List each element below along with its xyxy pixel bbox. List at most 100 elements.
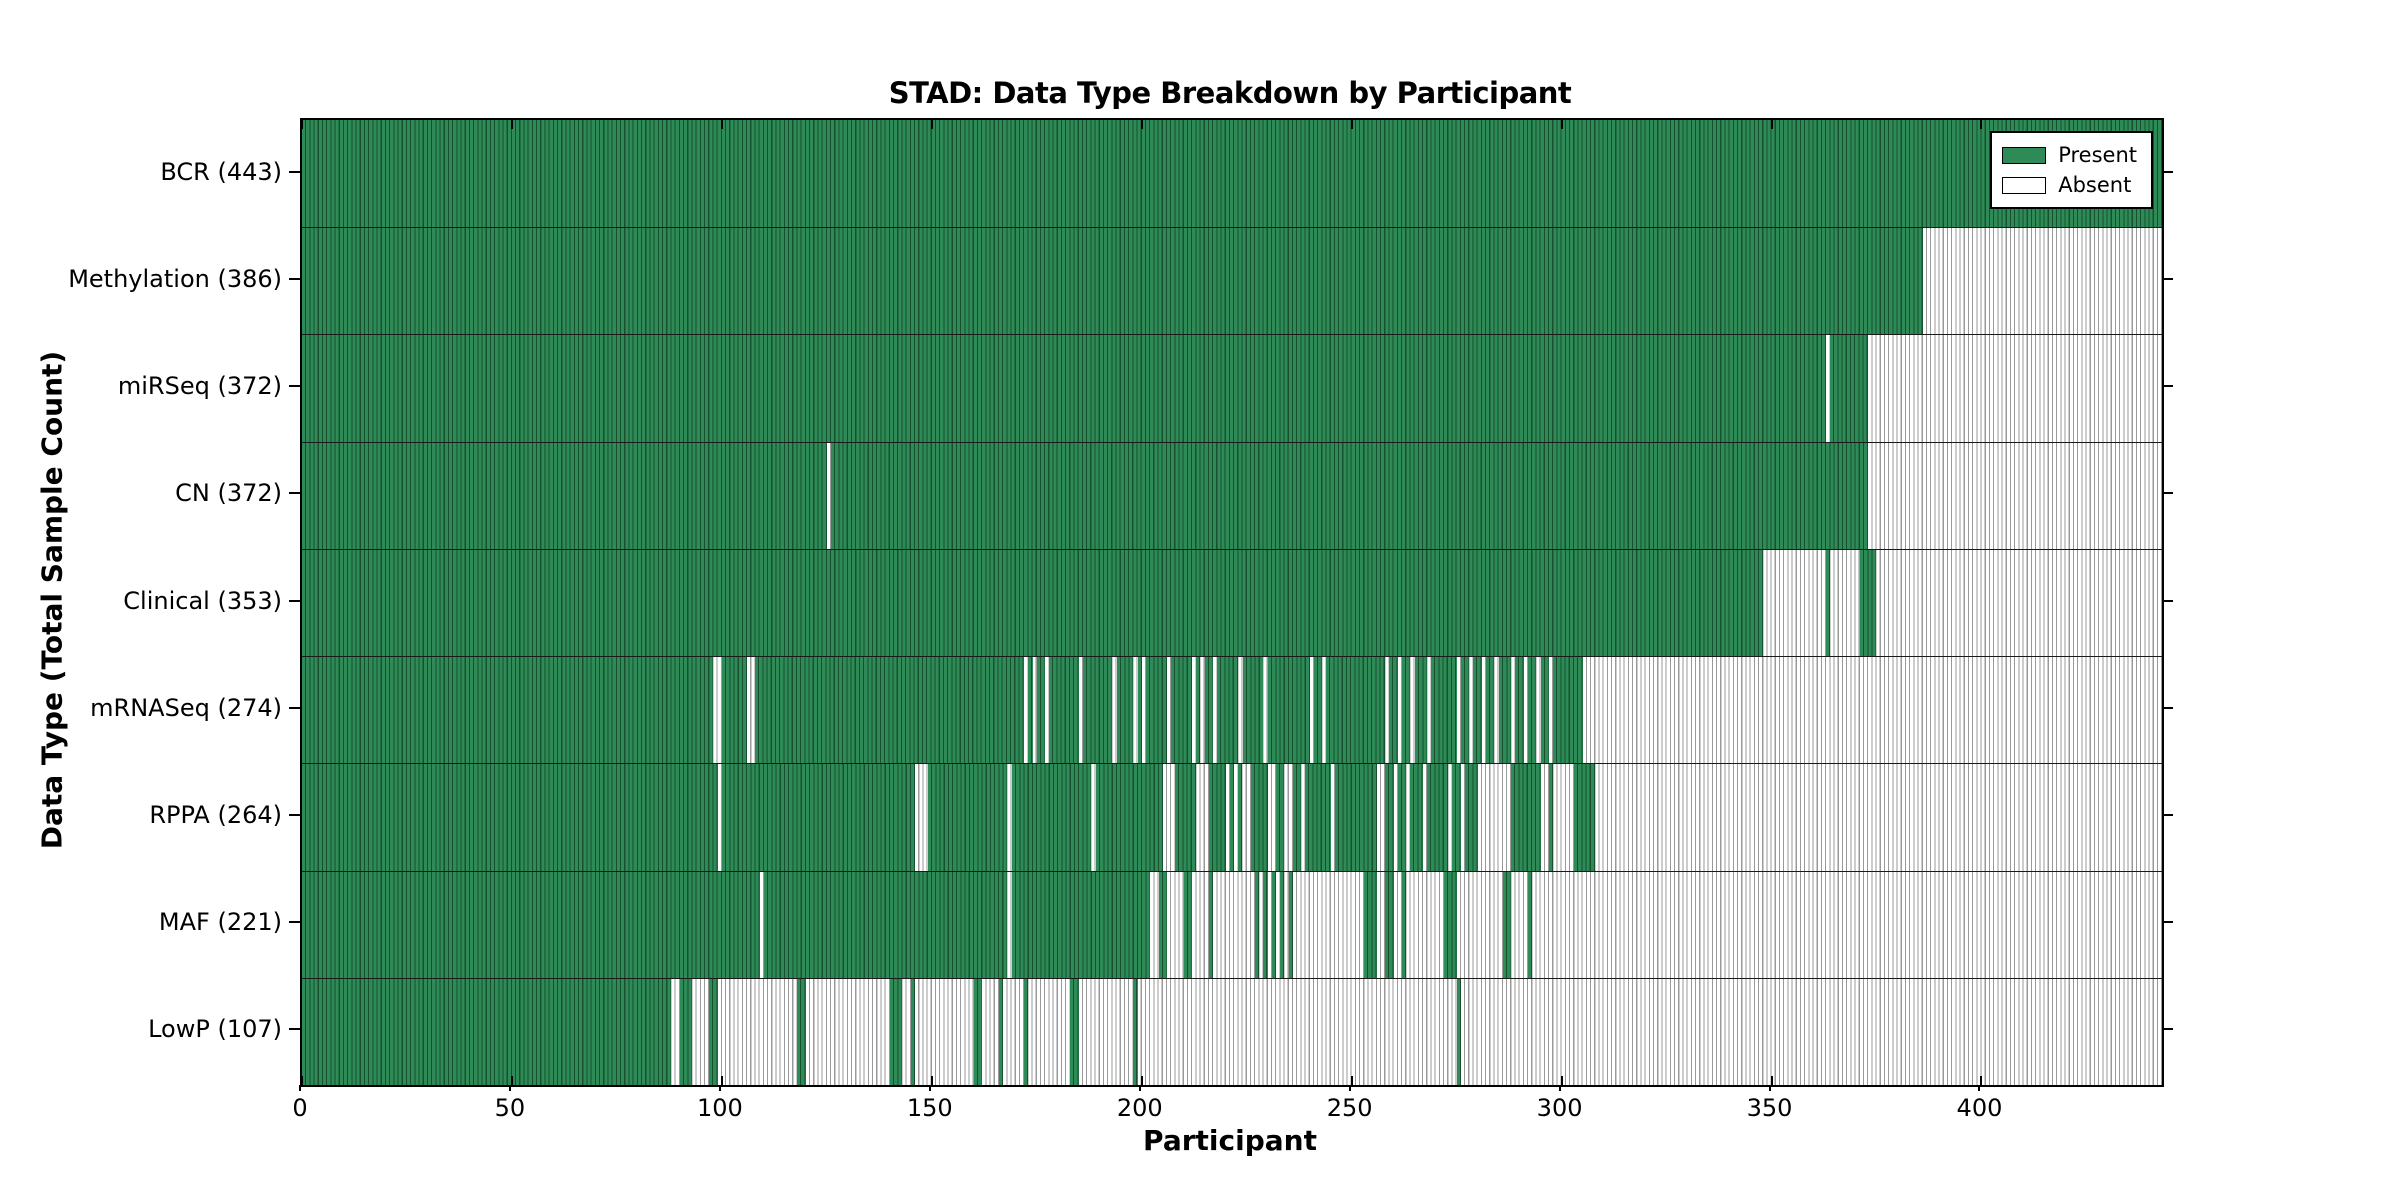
ytick-label-clinical: Clinical (353) (123, 586, 282, 615)
xtick-label-350: 350 (1746, 1094, 1793, 1122)
ytick-label-mirseq: miRSeq (372) (117, 372, 282, 401)
ytick-left-mark (289, 813, 300, 816)
present-segment (889, 978, 903, 1085)
xtick-label-0: 0 (292, 1094, 308, 1122)
xtick-mark (1350, 1076, 1353, 1085)
present-segment (1389, 657, 1398, 764)
plot-area: Present Absent (300, 118, 2164, 1087)
xtick-mark (1350, 120, 1353, 129)
present-segment (1208, 764, 1226, 871)
present-segment (1431, 657, 1457, 764)
present-segment (1385, 764, 1394, 871)
present-segment (1498, 657, 1512, 764)
present-segment (1427, 764, 1449, 871)
present-segment (927, 764, 1008, 871)
row-lowp (302, 977, 2162, 1085)
present-segment (1830, 335, 1869, 442)
ytick-right-mark (2162, 492, 2173, 495)
xtick-mark-outer (1978, 1085, 1981, 1091)
present-segment (1326, 657, 1386, 764)
row-bcr (302, 120, 2162, 228)
present-segment (1511, 764, 1541, 871)
row-mirseq (302, 334, 2162, 442)
present-segment (302, 549, 1764, 657)
xtick-mark (1980, 1076, 1983, 1085)
xtick-mark (930, 1076, 933, 1085)
xtick-mark-outer (1348, 1085, 1351, 1091)
xtick-mark (1980, 120, 1983, 129)
present-segment (1271, 871, 1277, 978)
present-segment (1238, 764, 1243, 871)
xtick-mark (1140, 120, 1143, 129)
ytick-right-mark (2162, 706, 2173, 709)
ytick-right-mark (2162, 170, 2173, 173)
ytick-right-mark (2162, 277, 2173, 280)
present-segment (302, 335, 1827, 442)
xtick-mark (720, 120, 723, 129)
xtick-label-100: 100 (696, 1094, 743, 1122)
ytick-label-lowp: LowP (107) (148, 1015, 282, 1044)
xtick-mark-outer (928, 1085, 931, 1091)
present-segment (1158, 871, 1167, 978)
xtick-label-200: 200 (1116, 1094, 1163, 1122)
ytick-left-mark (289, 1028, 300, 1031)
present-segment (1116, 657, 1134, 764)
legend: Present Absent (1990, 131, 2153, 209)
present-segment (1410, 764, 1424, 871)
ytick-left-mark (289, 277, 300, 280)
present-segment (1334, 764, 1377, 871)
present-segment (1292, 764, 1302, 871)
present-segment (831, 442, 1869, 549)
xtick-label-150: 150 (906, 1094, 953, 1122)
present-segment (973, 978, 983, 1085)
present-segment (1502, 871, 1512, 978)
row-maf (302, 870, 2162, 978)
xtick-mark-outer (1768, 1085, 1771, 1091)
present-segment (1305, 764, 1331, 871)
present-segment (1183, 871, 1193, 978)
present-segment (1528, 871, 1533, 978)
present-segment (1255, 871, 1260, 978)
xtick-mark (301, 1076, 303, 1085)
present-segment (1456, 978, 1461, 1085)
present-segment (1229, 764, 1235, 871)
present-segment (302, 120, 2162, 228)
present-segment (1145, 657, 1167, 764)
present-swatch-icon (2002, 146, 2047, 164)
xtick-mark (1560, 1076, 1563, 1085)
row-rppa (302, 763, 2162, 871)
legend-label-present: Present (2058, 143, 2137, 167)
present-segment (1486, 657, 1495, 764)
present-segment (1465, 764, 1478, 871)
present-segment (998, 978, 1004, 1085)
x-axis-title: Participant (1143, 1124, 1317, 1157)
xtick-mark (930, 120, 933, 129)
present-segment (1024, 978, 1029, 1085)
present-segment (763, 871, 1008, 978)
ytick-left-mark (289, 492, 300, 495)
present-segment (1276, 764, 1285, 871)
ytick-left-mark (289, 385, 300, 388)
xtick-mark (510, 1076, 513, 1085)
chart-title: STAD: Data Type Breakdown by Participant (888, 76, 1572, 110)
ytick-label-bcr: BCR (443) (160, 157, 282, 186)
present-segment (1859, 549, 1877, 657)
present-segment (1402, 871, 1407, 978)
xtick-mark-outer (1138, 1085, 1141, 1091)
xtick-mark-outer (508, 1085, 511, 1091)
present-segment (1364, 871, 1377, 978)
legend-label-absent: Absent (2058, 173, 2132, 197)
present-segment (1549, 764, 1554, 871)
present-segment (797, 978, 806, 1085)
present-segment (1452, 764, 1461, 871)
xtick-mark (301, 120, 303, 129)
present-segment (1460, 657, 1470, 764)
present-segment (302, 871, 760, 978)
xtick-mark (1140, 1076, 1143, 1085)
present-segment (1133, 978, 1138, 1085)
present-segment (302, 657, 714, 764)
xtick-mark-outer (299, 1085, 301, 1091)
present-segment (1137, 657, 1142, 764)
xtick-mark (510, 120, 513, 129)
